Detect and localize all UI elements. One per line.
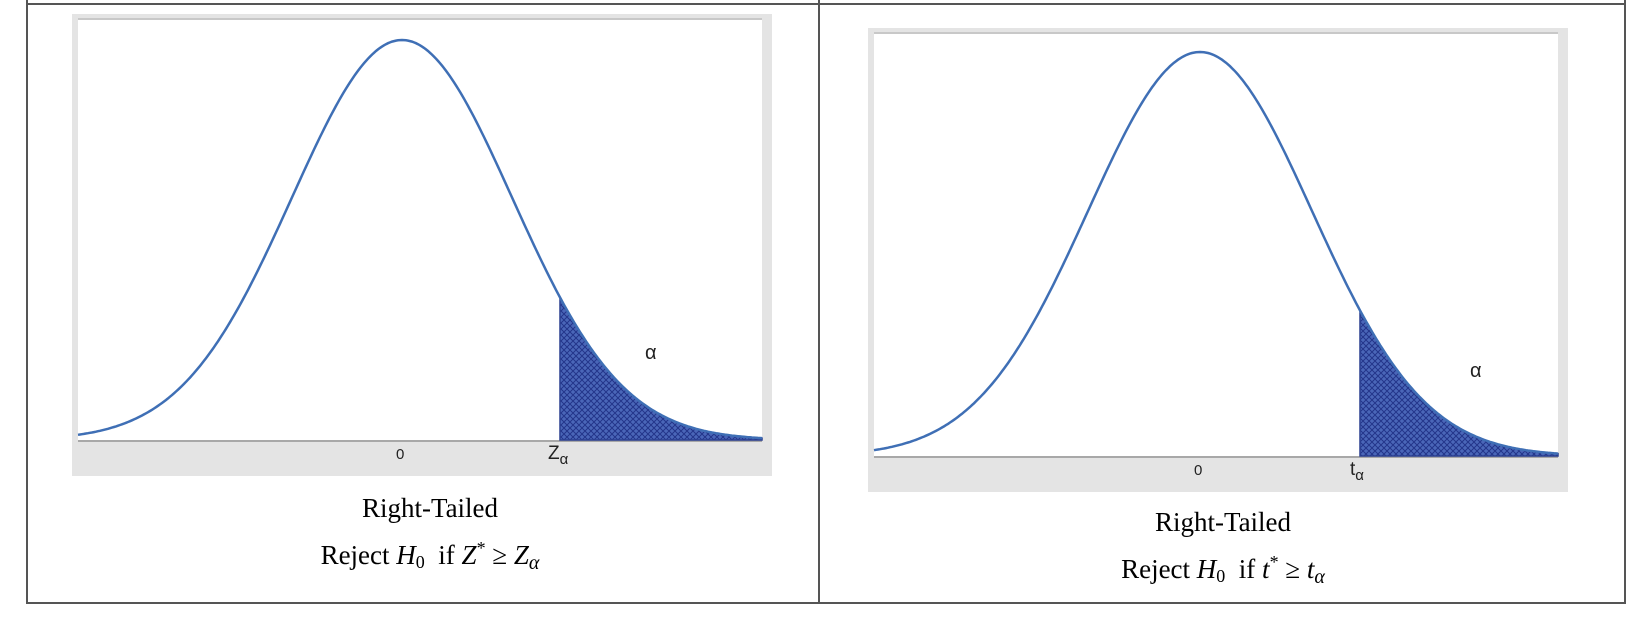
table-border-right — [1624, 0, 1626, 604]
t-alpha-label: α — [1470, 360, 1482, 382]
t-curve-svg — [873, 50, 1559, 458]
z-tick-zero: 0 — [396, 446, 405, 463]
t-caption: Right-Tailed Reject H0 if t* ≥ tα — [943, 502, 1503, 597]
z-plot-area — [78, 18, 762, 442]
z-tick-critical: Zα — [548, 443, 569, 468]
table-border-middle — [818, 0, 820, 604]
t-caption-rule: Reject H0 if t* ≥ tα — [1121, 552, 1325, 588]
table-border-top — [26, 3, 1626, 5]
z-caption-title: Right-Tailed — [361, 493, 499, 523]
z-alpha-label: α — [645, 342, 657, 364]
t-tick-zero: 0 — [1194, 462, 1203, 479]
t-rejection-region — [1359, 310, 1559, 457]
t-distribution-curve — [873, 50, 1559, 455]
table-border-left — [26, 0, 28, 604]
t-tick-critical: tα — [1350, 459, 1364, 484]
z-rejection-region — [559, 297, 763, 441]
t-distribution-panel: 0 tα α — [868, 28, 1568, 492]
z-distribution-panel: 0 Zα α — [72, 14, 772, 476]
z-curve-svg — [77, 38, 763, 442]
table-border-bottom — [26, 602, 1626, 604]
t-caption-title: Right-Tailed — [1154, 507, 1292, 537]
z-caption: Right-Tailed Reject H0 if Z* ≥ Zα — [150, 488, 710, 583]
z-caption-rule: Reject H0 if Z* ≥ Zα — [320, 538, 540, 574]
z-normal-curve — [77, 38, 763, 440]
